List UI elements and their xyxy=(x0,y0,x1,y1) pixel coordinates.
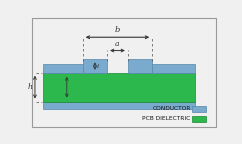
Bar xyxy=(43,102,195,109)
Text: t: t xyxy=(97,64,99,69)
Bar xyxy=(192,106,206,112)
Bar xyxy=(128,59,152,73)
Bar xyxy=(83,59,107,73)
Text: a: a xyxy=(115,40,120,48)
Bar xyxy=(43,64,83,73)
Text: CONDUCTOR: CONDUCTOR xyxy=(152,106,191,111)
Text: h: h xyxy=(27,83,32,91)
Bar xyxy=(43,73,195,102)
Text: PCB DIELECTRIC: PCB DIELECTRIC xyxy=(142,116,191,121)
Text: b: b xyxy=(115,26,120,34)
Bar xyxy=(152,64,195,73)
Bar xyxy=(192,116,206,122)
